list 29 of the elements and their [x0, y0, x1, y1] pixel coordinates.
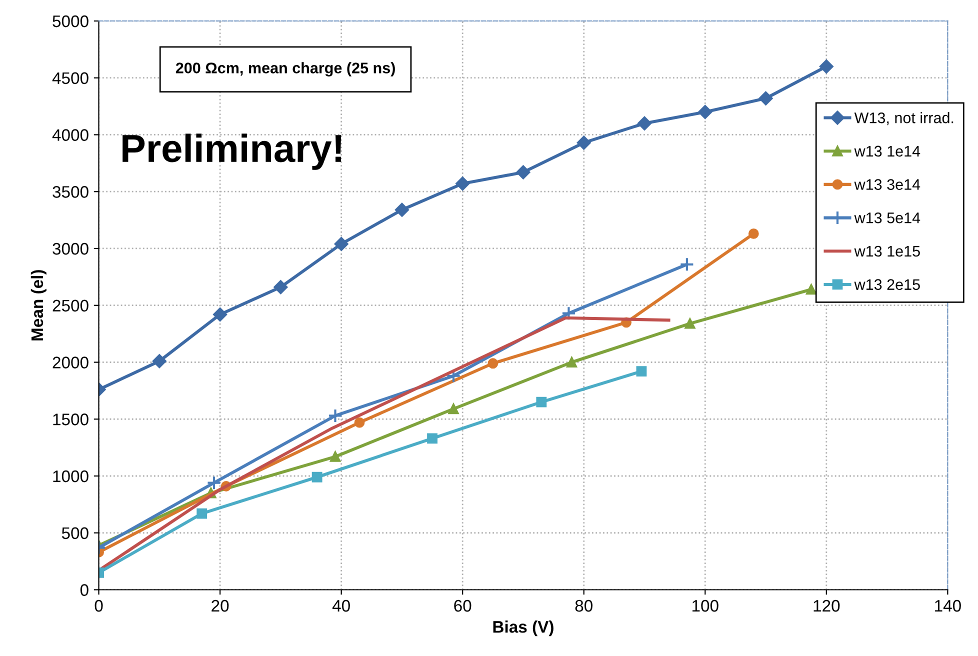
x-tick-label: 60	[454, 600, 472, 612]
y-tick-label: 3500	[52, 186, 88, 198]
x-axis-title: Bias (V)	[493, 620, 554, 636]
y-tick-label: 1500	[53, 414, 88, 426]
y-tick-label: 4500	[52, 72, 88, 84]
x-tick-label: 120	[814, 600, 840, 612]
annotation: 200 Ωcm, mean charge (25 ns)	[176, 62, 395, 76]
x-tick-label: 140	[935, 600, 961, 612]
x-tick-label: 80	[575, 600, 592, 612]
x-tick-label: 40	[332, 600, 350, 612]
y-tick-label: 5000	[52, 15, 88, 28]
legend-label: w13 2e15	[854, 279, 920, 290]
y-tick-label: 2000	[52, 356, 88, 368]
y-tick-label: 4000	[52, 129, 88, 141]
x-tick-label: 20	[212, 600, 229, 612]
x-tick-label: 0	[94, 600, 103, 612]
y-axis-title: Mean (el)	[30, 270, 46, 340]
legend-label: w13 5e14	[854, 212, 920, 224]
legend-label: w13 1e15	[854, 246, 920, 257]
legend-label: w13 3e14	[854, 179, 920, 190]
annotation: Preliminary!	[122, 134, 342, 170]
y-tick-label: 2500	[52, 300, 88, 312]
legend-label: w13 1e14	[854, 146, 920, 157]
y-tick-label: 500	[62, 527, 88, 540]
legend-label: W13, not irrad.	[854, 112, 954, 126]
y-tick-label: 0	[80, 584, 88, 596]
x-tick-label: 100	[692, 600, 718, 612]
y-tick-label: 3000	[52, 242, 88, 255]
y-tick-label: 1000	[53, 470, 88, 482]
